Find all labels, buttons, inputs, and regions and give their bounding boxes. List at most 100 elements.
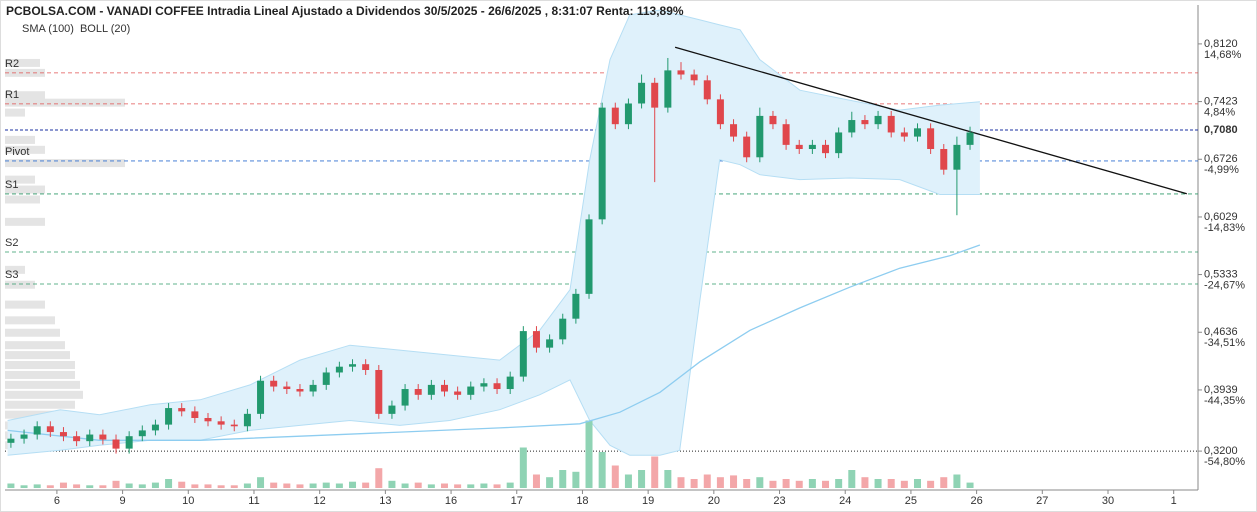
y-tick-label: 0,6029 [1204,211,1238,223]
candle-body [414,389,422,395]
y-tick-pct-label: -14,83% [1204,222,1245,234]
legend-entry: BOLL (20) [80,23,130,35]
volume-profile-bar [5,145,45,154]
candle-body [335,366,343,373]
pivot-label: R1 [5,89,19,101]
candle-body [362,364,370,370]
candle-body [940,149,948,170]
candle-body [388,405,396,414]
candle-body [822,144,830,154]
volume-bar [362,482,370,488]
volume-profile-bar [5,159,125,168]
volume-profile-bar [5,280,35,289]
volume-bar [861,477,869,488]
candle-body [756,115,764,158]
candle-body [651,82,659,108]
candle-body [151,424,159,431]
candle-body [178,408,186,412]
volume-bar [454,484,462,488]
volume-bar [835,479,843,488]
candle-body [559,318,567,340]
volume-bar [966,482,974,488]
candle-body [966,132,974,145]
candle-body [296,389,304,392]
volume-bar [743,479,751,488]
candle-body [782,124,790,145]
pivot-label: Pivot [5,146,29,158]
volume-profile-bar [5,185,45,194]
candle-body [598,107,606,220]
candle-body [624,103,632,125]
volume-bar [414,482,422,488]
volume-bar [283,483,291,488]
candle-body [546,339,554,348]
y-tick-label: 0,4636 [1204,326,1238,338]
volume-bar [427,484,435,488]
volume-bar [125,483,133,488]
candle-body [204,417,212,422]
candle-body [112,439,120,449]
main-layer [7,46,1187,454]
volume-profile-bar [5,380,80,389]
candle-body [125,436,133,449]
bollinger-upper [7,9,980,421]
x-tick-label: 23 [773,495,785,507]
volume-bar [664,470,672,488]
volume-bar [467,484,475,488]
volume-profile-bar [5,300,45,309]
candle-body [243,413,251,427]
volume-bar [927,480,935,488]
volume-bar [165,479,173,488]
volume-bar [703,474,711,488]
volume-bar [598,452,606,488]
y-tick-label: 0,8120 [1204,38,1238,50]
candle-body [454,391,462,395]
candle-body [848,120,856,133]
volume-bar [782,479,790,488]
volume-bar [677,477,685,488]
candle-body [900,132,908,137]
volume-bar [20,485,28,488]
y-tick-label: 0,5333 [1204,268,1238,280]
volume-bar [769,480,777,488]
trendline [674,46,1187,195]
volume-bar [309,483,317,488]
label-layer: PCBOLSA.COM - VANADI COFFEE Intradia Lin… [5,4,1245,507]
y-tick-label: 0,3200 [1204,445,1238,457]
candle-body [375,369,383,414]
candle-body [835,132,843,154]
volume-bar [913,479,921,488]
volume-bar [138,484,146,488]
pivot-label: S1 [5,179,18,191]
pivot-label: R2 [5,58,19,70]
sma-line [7,244,981,441]
candle-body [309,384,317,392]
volume-bar [99,485,107,488]
candle-body [506,376,514,390]
y-tick-pct-label: 14,68% [1204,49,1242,61]
volume-bar [506,482,514,488]
volume-bar [335,483,343,488]
candle-body [440,384,448,392]
candle-body [808,144,816,150]
candle-body [349,364,357,367]
x-tick-label: 6 [54,495,60,507]
candle-body [532,331,540,348]
candle-body [874,115,882,125]
volume-bar [440,483,448,488]
candle-body [769,115,777,125]
candle-body [191,411,199,418]
volume-bar [33,484,41,488]
candle-body [217,421,225,425]
volume-bar [257,477,265,488]
volume-bar [887,479,895,488]
candle-body [427,384,435,395]
volume-bar [730,475,738,488]
volume-bar [7,483,15,488]
x-tick-label: 19 [642,495,654,507]
volume-bar [611,465,619,488]
candle-body [33,426,41,435]
x-tick-label: 1 [1171,495,1177,507]
x-tick-label: 30 [1102,495,1114,507]
